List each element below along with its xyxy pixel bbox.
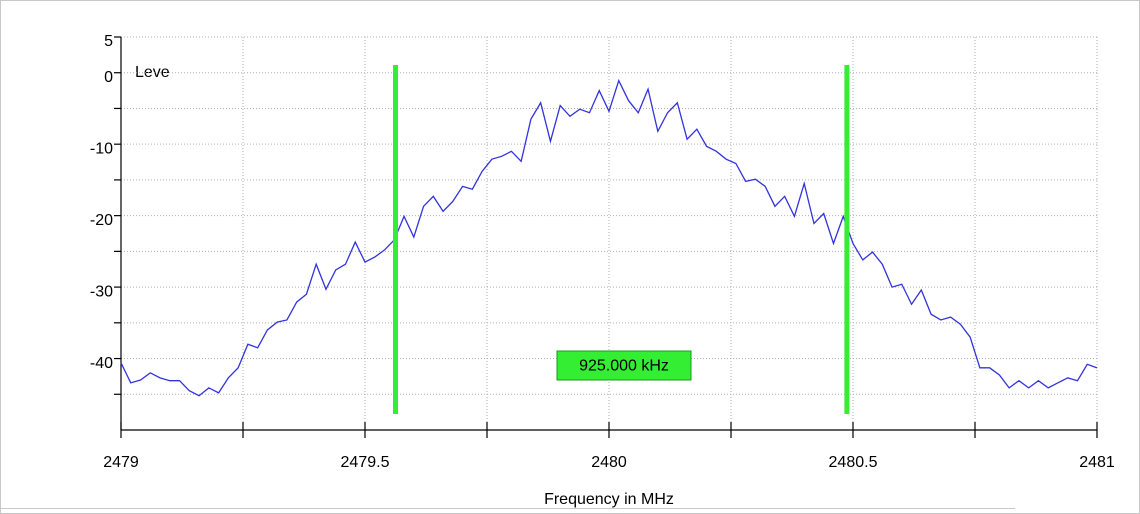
- x-tick-label: 2479: [103, 454, 139, 471]
- x-tick-label: 2480.5: [829, 454, 878, 471]
- annotation: 925.000 kHz: [579, 358, 669, 375]
- x-tick-label: 2479.5: [341, 454, 390, 471]
- x-tick-label: 2480: [591, 454, 627, 471]
- annotation-box: [556, 350, 692, 381]
- plot: Leve Frequency in MHz 5 0 -10 -20 -30 -40 2479…: [90, 33, 1115, 508]
- y-tick-label: -30: [90, 283, 113, 300]
- y-tick-label: 5: [104, 33, 113, 50]
- y-tick-label: -20: [90, 212, 113, 229]
- trace: [120, 78, 1098, 397]
- x-axis-label: Frequency in MHz: [544, 491, 674, 508]
- x-tick-label: 2481: [1079, 454, 1115, 471]
- y-tick-label: 0: [104, 69, 113, 86]
- y-tick-label: -10: [90, 140, 113, 157]
- y-axis-label: Leve: [135, 64, 170, 81]
- y-tick-label: -40: [90, 355, 113, 372]
